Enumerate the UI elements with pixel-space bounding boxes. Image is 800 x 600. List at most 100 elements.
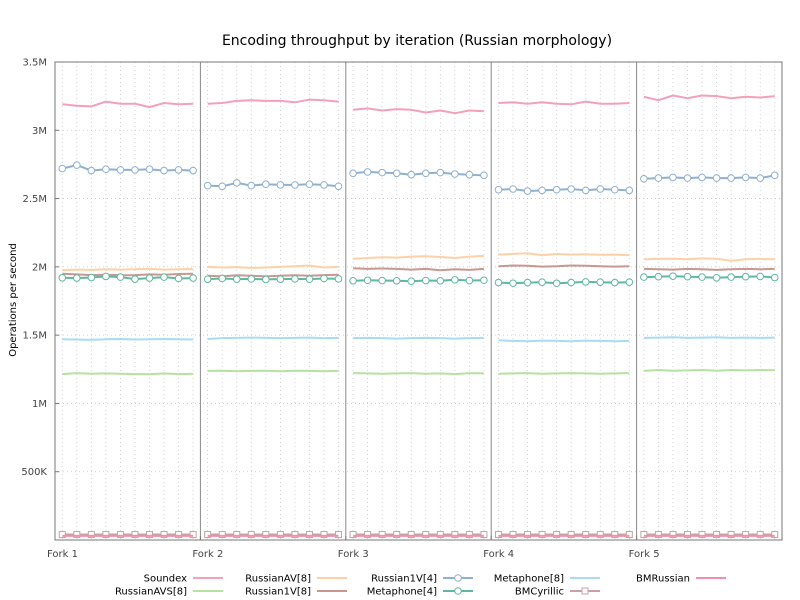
data-point	[349, 276, 357, 285]
data-point	[218, 531, 226, 539]
series-BMCyrillic	[58, 531, 779, 539]
data-point	[538, 531, 546, 539]
data-point	[421, 276, 430, 285]
data-point	[407, 531, 415, 539]
legend-label: Metaphone[4]	[367, 587, 437, 598]
data-point	[683, 531, 691, 539]
legend-label: BMCyrillic	[515, 587, 564, 598]
data-point	[756, 174, 764, 182]
data-point	[218, 274, 227, 283]
data-point	[73, 531, 81, 539]
series-line	[207, 264, 339, 269]
data-point	[552, 185, 561, 194]
series-line	[643, 267, 775, 271]
series-line	[353, 170, 484, 177]
series-line	[498, 264, 630, 268]
data-point	[625, 278, 634, 286]
data-point	[771, 531, 779, 539]
data-point	[436, 276, 445, 285]
series-line	[353, 336, 484, 340]
series-line	[498, 100, 630, 106]
data-point	[770, 273, 779, 282]
data-point	[174, 166, 183, 174]
series-line	[207, 336, 339, 340]
legend-label: Russian1V[4]	[371, 574, 437, 585]
data-point	[625, 186, 634, 195]
data-point	[87, 166, 96, 175]
data-point	[654, 174, 663, 182]
y-tick-label: 3M	[32, 126, 47, 137]
data-point	[378, 531, 386, 539]
series-line	[643, 369, 775, 372]
data-point	[465, 276, 474, 285]
series-Soundex	[62, 94, 775, 115]
data-point	[436, 168, 445, 177]
data-point	[640, 531, 648, 539]
data-point	[480, 276, 488, 285]
data-point	[160, 166, 168, 175]
data-point	[116, 531, 124, 539]
data-point	[756, 272, 764, 281]
data-point	[87, 531, 95, 539]
y-ticks: 500K 1M 1.5M 2M 2.5M 3M 3.5M	[21, 58, 59, 478]
data-point	[509, 279, 517, 288]
series-Metaphone[4]	[58, 272, 779, 288]
y-tick-label: 1.5M	[22, 331, 47, 342]
data-point	[538, 278, 546, 286]
legend-item: BMCyrillic	[515, 587, 600, 598]
data-point	[335, 531, 343, 539]
series-line	[207, 369, 339, 373]
data-point	[189, 531, 197, 539]
data-point	[770, 171, 779, 180]
series-line	[353, 107, 484, 115]
legend-label: BMRussian	[636, 574, 690, 585]
data-point	[232, 179, 241, 187]
data-point	[320, 531, 328, 539]
data-point	[189, 166, 197, 175]
data-point	[363, 276, 372, 285]
data-point	[654, 272, 663, 281]
data-point	[393, 531, 401, 539]
data-point	[276, 275, 285, 283]
series-Metaphone[8]	[62, 336, 775, 343]
data-point	[422, 531, 430, 539]
data-point	[640, 273, 648, 281]
data-point	[233, 531, 241, 539]
data-point	[320, 181, 328, 189]
legend-item: RussianAVS[8]	[115, 587, 223, 598]
data-point	[218, 182, 227, 191]
fork-dividers	[199, 62, 638, 540]
legend-item: RussianAV[8]	[245, 574, 347, 585]
data-point	[276, 181, 285, 189]
data-point	[494, 278, 503, 287]
series-line	[498, 252, 630, 257]
legend: Soundex RussianAVS[8] RussianAV[8] Russian1…	[115, 574, 726, 598]
data-point	[727, 273, 735, 281]
data-point	[610, 278, 619, 287]
series-line	[62, 275, 194, 281]
series-line	[643, 257, 775, 262]
data-point	[683, 174, 692, 182]
data-point	[116, 273, 125, 281]
series-Russian1V[4]	[58, 161, 779, 195]
data-point	[116, 166, 125, 174]
data-point	[465, 170, 474, 179]
data-point	[581, 278, 590, 286]
x-tick-label: Fork 5	[629, 549, 660, 560]
series-line	[643, 336, 775, 339]
data-point	[727, 531, 735, 539]
series-line	[207, 181, 339, 188]
series-line	[207, 277, 339, 281]
data-point	[567, 278, 575, 287]
data-point	[102, 272, 110, 281]
data-point	[146, 531, 154, 539]
series-line	[62, 338, 194, 341]
legend-item: Soundex	[144, 574, 223, 585]
data-point	[552, 279, 561, 288]
data-point	[262, 180, 270, 189]
data-point	[305, 275, 314, 283]
data-point	[451, 531, 459, 539]
data-point	[669, 173, 677, 182]
data-point	[291, 181, 299, 189]
